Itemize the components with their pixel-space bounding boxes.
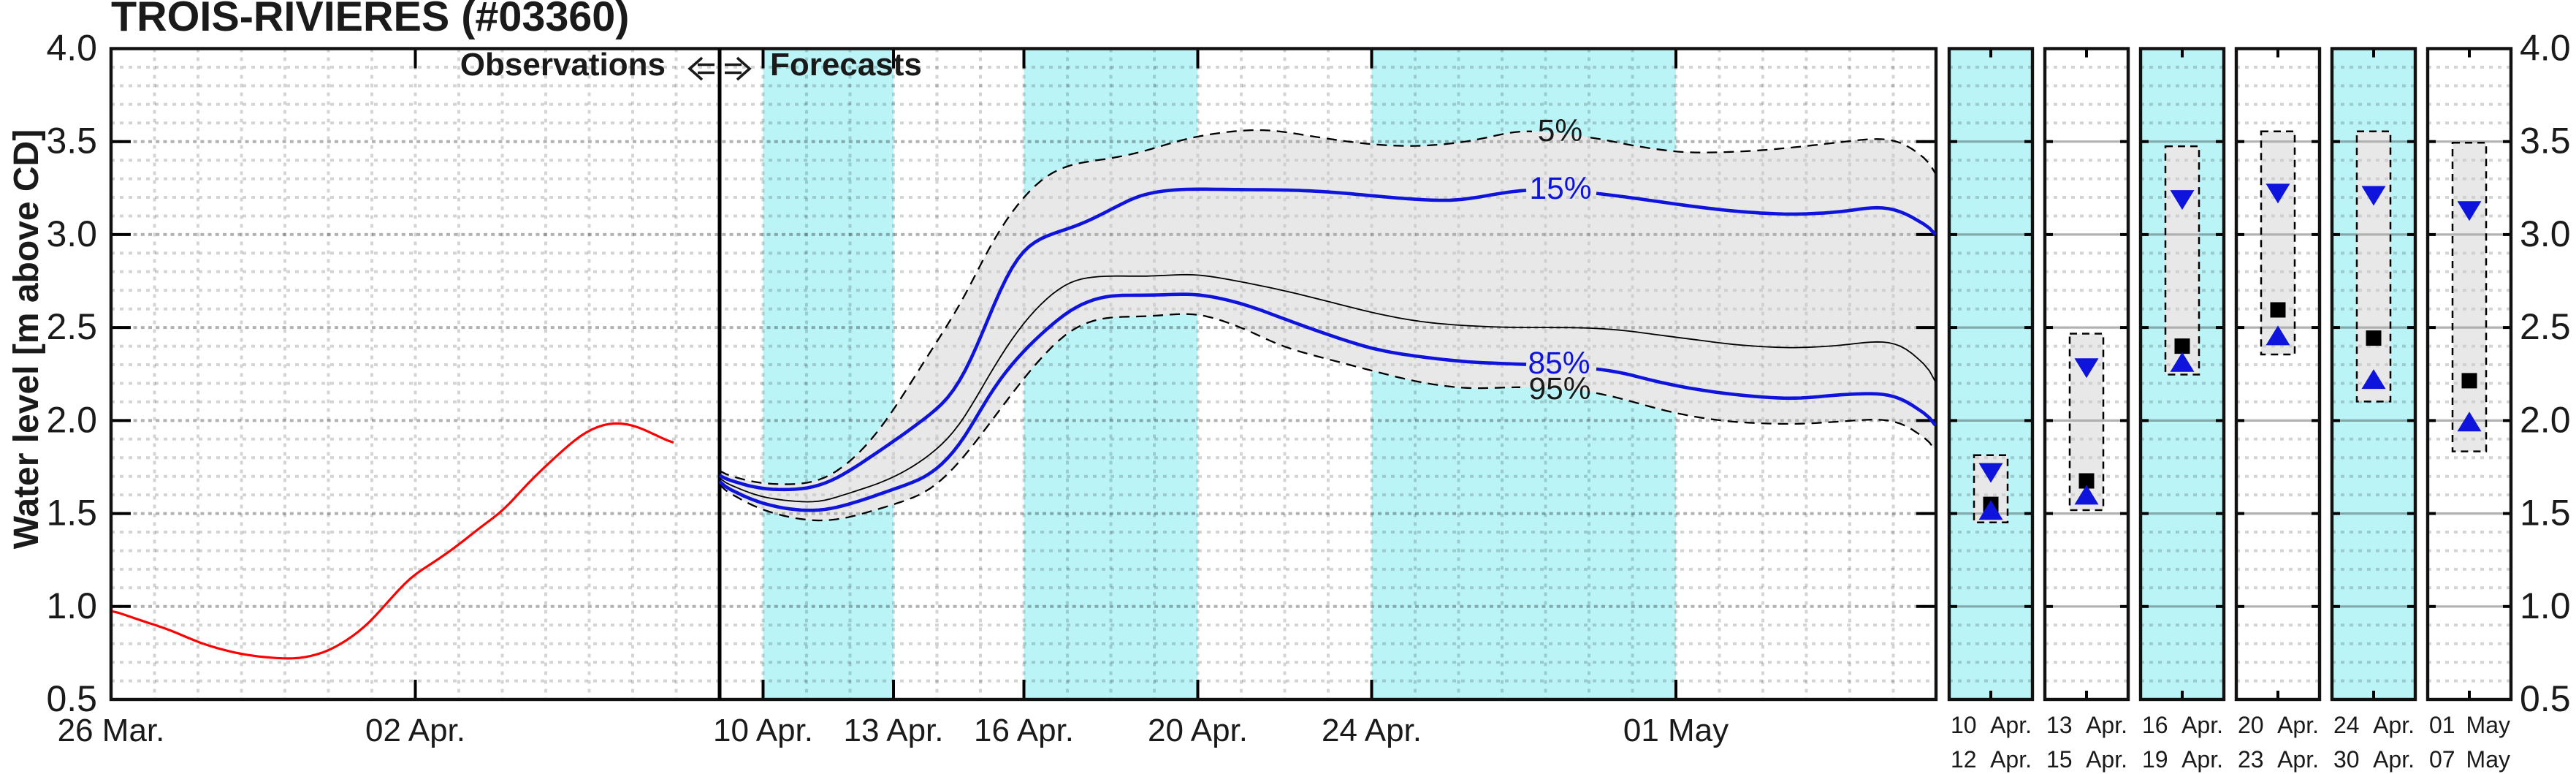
svg-text:15%: 15% [1529,172,1591,206]
svg-text:3.0: 3.0 [46,213,97,254]
svg-text:4.0: 4.0 [46,28,97,69]
svg-text:10 Apr.: 10 Apr. [713,713,813,748]
svg-text:Apr.: Apr. [2086,712,2127,738]
svg-text:30: 30 [2333,746,2360,773]
svg-text:13 Apr.: 13 Apr. [843,713,943,748]
svg-text:Apr.: Apr. [2277,746,2319,773]
svg-text:2.0: 2.0 [2520,399,2571,440]
svg-text:Forecasts: Forecasts [770,47,922,83]
svg-text:Apr.: Apr. [2373,712,2415,738]
svg-text:15: 15 [2046,746,2073,773]
svg-text:0.5: 0.5 [46,678,97,719]
svg-text:2.5: 2.5 [2520,306,2571,347]
svg-text:10: 10 [1951,712,1977,738]
svg-text:Apr.: Apr. [2373,746,2415,773]
svg-text:01 May: 01 May [1623,713,1729,748]
svg-text:02 Apr.: 02 Apr. [365,713,465,748]
svg-text:0.5: 0.5 [2520,678,2571,719]
svg-text:1.0: 1.0 [2520,585,2571,626]
svg-text:3.5: 3.5 [46,121,97,162]
svg-text:95%: 95% [1528,372,1590,406]
svg-text:2.5: 2.5 [46,306,97,347]
svg-text:Water level [m above CD]: Water level [m above CD] [7,129,46,549]
svg-text:Apr.: Apr. [2181,746,2223,773]
svg-text:TROIS-RIVIERES (#03360): TROIS-RIVIERES (#03360) [111,0,629,40]
svg-text:1.5: 1.5 [2520,493,2571,534]
svg-text:20 Apr.: 20 Apr. [1148,713,1248,748]
svg-text:13: 13 [2046,712,2073,738]
svg-text:24 Apr.: 24 Apr. [1322,713,1422,748]
svg-text:May: May [2466,712,2510,738]
svg-text:85%: 85% [1528,346,1590,381]
svg-text:Observations: Observations [460,47,666,83]
svg-text:Apr.: Apr. [2277,712,2319,738]
svg-text:26 Mar.: 26 Mar. [58,713,165,748]
svg-text:Apr.: Apr. [2086,746,2127,773]
svg-text:Apr.: Apr. [1990,746,2032,773]
svg-text:20: 20 [2238,712,2264,738]
svg-text:01: 01 [2429,712,2455,738]
svg-text:23: 23 [2238,746,2264,773]
svg-text:24: 24 [2333,712,2360,738]
svg-text:Apr.: Apr. [2181,712,2223,738]
svg-text:3.5: 3.5 [2520,121,2571,162]
svg-text:Apr.: Apr. [1990,712,2032,738]
svg-text:16 Apr.: 16 Apr. [974,713,1074,748]
svg-text:5%: 5% [1538,114,1582,148]
svg-text:1.0: 1.0 [46,585,97,626]
svg-text:May: May [2466,746,2510,773]
svg-text:2.0: 2.0 [46,399,97,440]
svg-text:4.0: 4.0 [2520,28,2571,69]
svg-text:07: 07 [2429,746,2455,773]
svg-text:19: 19 [2142,746,2168,773]
svg-text:3.0: 3.0 [2520,213,2571,254]
svg-text:16: 16 [2142,712,2168,738]
svg-text:12: 12 [1951,746,1977,773]
svg-text:1.5: 1.5 [46,493,97,534]
